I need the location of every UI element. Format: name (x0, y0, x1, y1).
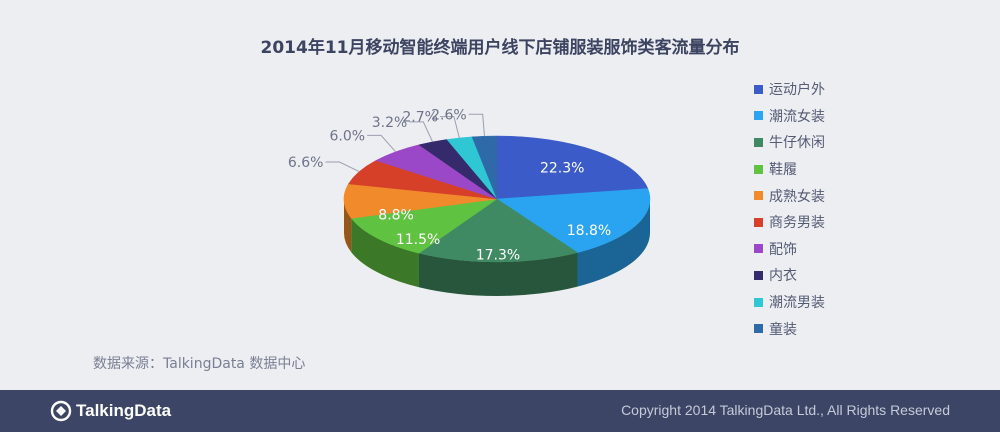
slice-side-2 (418, 252, 578, 296)
slice-label-4: 8.8% (378, 207, 414, 223)
slice-4 (343, 183, 498, 219)
legend-item-8: 潮流男装 (754, 289, 825, 316)
slice-label-2: 17.3% (476, 248, 520, 264)
slice-label-0: 22.3% (540, 160, 584, 176)
legend-label-9: 童装 (769, 321, 797, 338)
legend-swatch-6 (754, 244, 763, 254)
pie-chart: 22.3% 18.8% 17.3% 11.5% 8.8% 6.6% 6.0% 3.2%2.7%… (288, 107, 651, 296)
slice-label-8: 2.7% (402, 110, 438, 126)
legend-label-4: 成熟女装 (769, 188, 825, 205)
legend-swatch-3 (754, 164, 763, 174)
copyright-text: Copyright 2014 TalkingData Ltd., All Rig… (621, 402, 950, 418)
legend-label-8: 潮流男装 (769, 295, 825, 312)
leader-line-7 (409, 121, 434, 143)
footer-bar: TalkingData Copyright 2014 TalkingData L… (0, 390, 1000, 432)
legend-label-0: 运动户外 (769, 82, 825, 99)
leader-line-8 (439, 116, 460, 139)
legend-item-7: 内衣 (754, 262, 825, 289)
legend-label-5: 商务男装 (769, 215, 825, 232)
legend-label-6: 配饰 (769, 241, 797, 258)
chart-title: 2014年11月移动智能终端用户线下店铺服装服饰类客流量分布 (260, 38, 740, 58)
legend-label-3: 鞋履 (769, 162, 797, 179)
slice-side-1 (577, 199, 650, 287)
legend-swatch-9 (754, 324, 763, 334)
slice-label-1: 18.8% (567, 223, 611, 239)
slice-side-4 (344, 199, 352, 253)
chart-legend: 运动户外潮流女装牛仔休闲鞋履成熟女装商务男装配饰内衣潮流男装童装 (754, 76, 825, 342)
legend-swatch-2 (754, 137, 763, 147)
leader-line-9 (468, 113, 485, 137)
leader-line-5 (325, 161, 360, 173)
legend-swatch-8 (754, 297, 763, 307)
slice-2 (418, 198, 579, 263)
legend-swatch-0 (754, 84, 763, 94)
slice-1 (496, 188, 651, 253)
slice-label-3: 11.5% (396, 232, 440, 248)
legend-item-0: 运动户外 (754, 76, 825, 103)
brand-name: TalkingData (76, 401, 172, 420)
slice-label-5: 6.6% (288, 155, 324, 171)
legend-swatch-5 (754, 217, 763, 227)
slice-label-6: 6.0% (330, 128, 366, 144)
legend-swatch-7 (754, 270, 763, 280)
legend-swatch-1 (754, 111, 763, 121)
brand-logo: TalkingData (50, 399, 171, 423)
legend-item-2: 牛仔休闲 (754, 129, 825, 156)
data-source: 数据来源：TalkingData 数据中心 (93, 356, 306, 372)
talkingdata-logo-icon (50, 400, 72, 422)
leader-line-6 (367, 134, 397, 153)
legend-label-2: 牛仔休闲 (769, 135, 825, 152)
slice-side-3 (351, 218, 419, 288)
legend-label-7: 内衣 (769, 268, 797, 285)
legend-label-1: 潮流女装 (769, 108, 825, 125)
slice-label-7: 3.2% (372, 115, 408, 131)
slice-0 (496, 135, 649, 200)
legend-item-5: 商务男装 (754, 209, 825, 236)
legend-item-1: 潮流女装 (754, 103, 825, 130)
legend-swatch-4 (754, 191, 763, 201)
slice-label-9: 2.6% (431, 107, 467, 123)
legend-item-4: 成熟女装 (754, 182, 825, 209)
legend-item-9: 童装 (754, 315, 825, 342)
legend-item-3: 鞋履 (754, 156, 825, 183)
legend-item-6: 配饰 (754, 236, 825, 263)
slice-3 (350, 198, 498, 254)
